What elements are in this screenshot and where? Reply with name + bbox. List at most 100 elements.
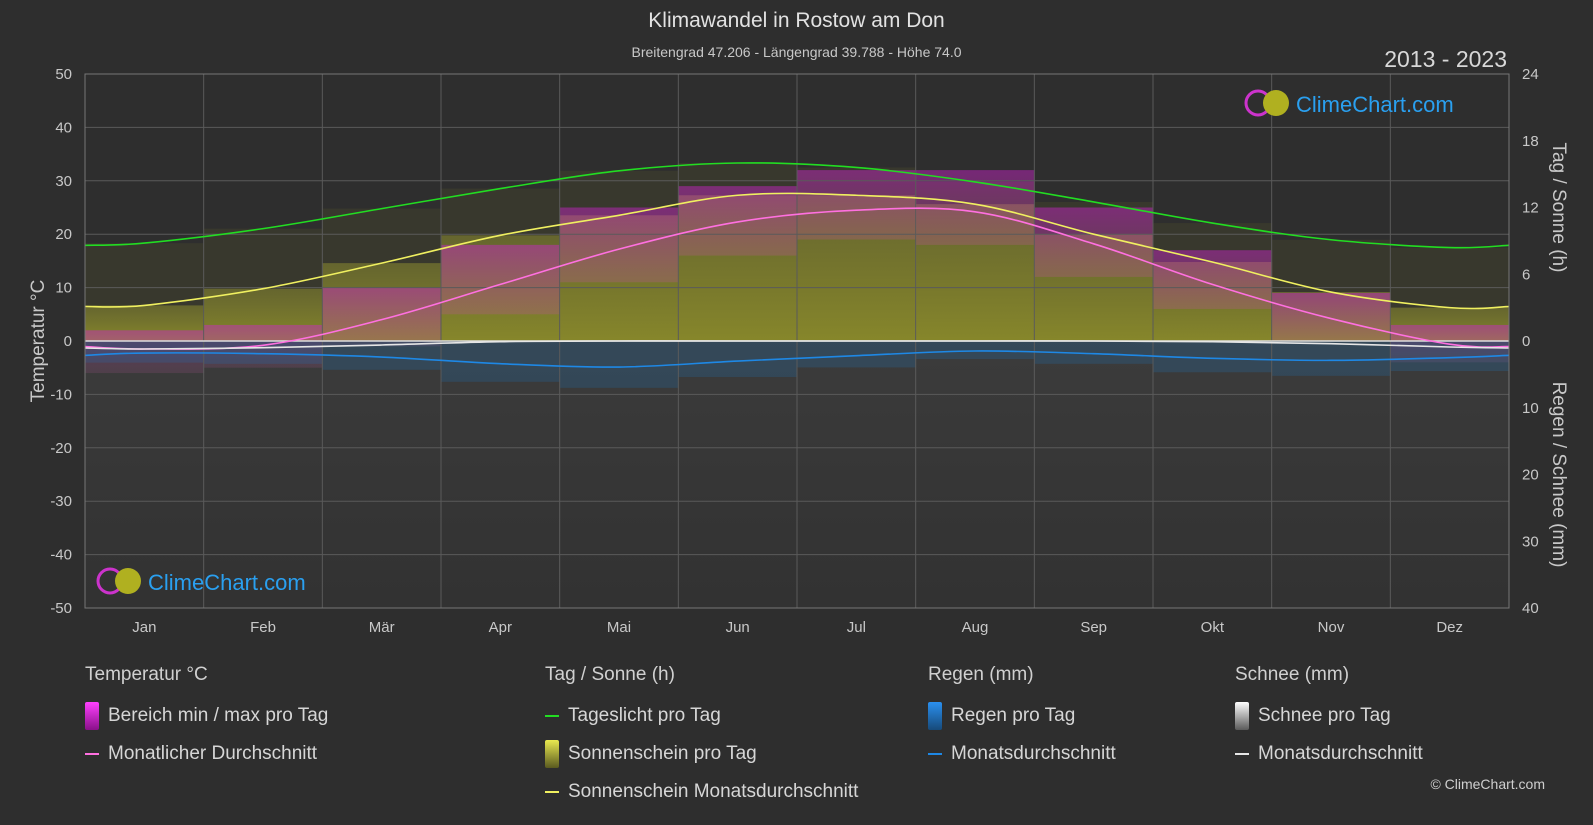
legend-label: Sonnenschein pro Tag [568, 743, 757, 764]
y-tick-label-right-precip: 20 [1522, 467, 1539, 484]
snow-swatch [1235, 702, 1249, 730]
legend-snow-header: Schnee (mm) [1235, 664, 1350, 685]
y-tick-label-right-precip: 30 [1522, 533, 1539, 550]
legend-daylight: Tageslicht pro Tag [545, 703, 858, 729]
x-tick-label: Aug [962, 619, 989, 636]
rain-swatch [928, 702, 942, 730]
x-tick-label: Dez [1436, 619, 1463, 636]
y-tick-label-left: 20 [55, 226, 72, 243]
chart-title: Klimawandel in Rostow am Don [648, 9, 945, 32]
y-tick-label-right-hours: 6 [1522, 266, 1530, 283]
rain-area-Aug [915, 341, 1035, 360]
y-axis-label-right-bottom: Regen / Schnee (mm) [1548, 382, 1569, 568]
temp-range-Mai [559, 207, 679, 283]
x-tick-label: Feb [250, 619, 276, 636]
precip-area-Jun [678, 341, 798, 608]
temp-range-swatch [85, 702, 99, 730]
y-axis-label-right-top: Tag / Sonne (h) [1548, 143, 1569, 273]
legend-label: Tageslicht pro Tag [568, 705, 721, 726]
x-tick-label: Jan [132, 619, 156, 636]
y-axis-label-left: Temperatur °C [28, 280, 49, 403]
logo-text: ClimeChart.com [148, 570, 306, 595]
x-tick-label: Okt [1201, 619, 1225, 636]
temp-range-Okt [1153, 250, 1273, 309]
rain-area-Nov [1271, 341, 1391, 376]
x-tick-label: Apr [489, 619, 512, 636]
x-tick-label: Sep [1080, 619, 1107, 636]
plot-border [84, 73, 1510, 609]
legend-rain: Regen (mm) Regen pro Tag Monatsdurchschn… [928, 664, 1116, 779]
legend-snow-avg: Monatsdurchschnitt [1235, 741, 1423, 767]
logo-top: ClimeChart.com [1244, 89, 1454, 117]
legend-label: Sonnenschein Monatsdurchschnitt [568, 781, 859, 802]
x-tick-label: Jul [847, 619, 866, 636]
rain-area-Mai [559, 341, 679, 388]
legend-snow: Schnee (mm) Schnee pro Tag Monatsdurchsc… [1235, 664, 1423, 779]
sunshine-avg-line [85, 192, 1509, 310]
y-tick-label-right-hours: 0 [1522, 333, 1530, 350]
legend-rain-avg: Monatsdurchschnitt [928, 741, 1116, 767]
y-tick-label-left: 30 [55, 173, 72, 190]
legend-temperature: Temperatur °C Bereich min / max pro Tag … [85, 664, 328, 779]
precip-area-Mai [559, 341, 679, 608]
precip-area-Apr [441, 341, 561, 608]
precip-area-Sep [1034, 341, 1154, 608]
temp-avg-line [85, 207, 1509, 350]
legend-snow-per-day: Schnee pro Tag [1235, 702, 1423, 730]
x-tick-label: Mai [607, 619, 631, 636]
rain-avg-line-swatch [928, 753, 942, 755]
y-tick-label-left: -30 [50, 493, 72, 510]
y-tick-label-left: 40 [55, 119, 72, 136]
y-tick-label-left: -10 [50, 386, 72, 403]
x-tick-label: Jun [726, 619, 750, 636]
temp-range-Nov [1271, 292, 1391, 341]
precip-area-Okt [1153, 341, 1273, 608]
x-tick-label: Mär [369, 619, 395, 636]
year-range: 2013 - 2023 [1384, 46, 1507, 72]
legend-label: Monatsdurchschnitt [1258, 743, 1423, 764]
sunshine-swatch [545, 740, 559, 768]
legend-temp-header: Temperatur °C [85, 664, 208, 685]
x-tick-label: Nov [1318, 619, 1345, 636]
snow-avg-line [85, 340, 1509, 350]
chart-subtitle: Breitengrad 47.206 - Längengrad 39.788 -… [631, 44, 962, 60]
precip-area-Nov [1271, 341, 1391, 608]
legend-label: Schnee pro Tag [1258, 705, 1391, 726]
precip-area-Dez [1390, 341, 1509, 608]
legend-temp-avg: Monatlicher Durchschnitt [85, 741, 328, 767]
y-tick-label-left: 50 [55, 66, 72, 83]
y-tick-label-left: 0 [64, 333, 72, 350]
logo-text: ClimeChart.com [1296, 92, 1454, 117]
daylight-line-swatch [545, 715, 559, 717]
precip-area-Aug [915, 341, 1035, 608]
legend-label: Monatlicher Durchschnitt [108, 743, 318, 764]
temp-range-Jun [678, 186, 798, 256]
precip-area-Jul [797, 341, 917, 608]
y-tick-label-right-precip: 10 [1522, 400, 1539, 417]
legend-rain-header: Regen (mm) [928, 664, 1034, 685]
y-tick-label-left: -40 [50, 547, 72, 564]
rain-area-Jan [85, 341, 205, 363]
temp-avg-line-swatch [85, 753, 99, 755]
y-tick-label-right-hours: 24 [1522, 66, 1539, 83]
legend-sun: Tag / Sonne (h) Tageslicht pro Tag Sonne… [545, 664, 858, 817]
copyright: © ClimeChart.com [1430, 776, 1545, 792]
sun-avg-line-swatch [545, 791, 559, 793]
rain-area-Sep [1034, 341, 1154, 364]
precip-area-Feb [203, 341, 323, 608]
y-tick-label-left: 10 [55, 280, 72, 297]
legend-label: Bereich min / max pro Tag [108, 705, 329, 726]
y-tick-label-right-precip: 40 [1522, 600, 1539, 617]
temp-range-Jul [797, 170, 917, 240]
legend-sun-avg: Sonnenschein Monatsdurchschnitt [545, 779, 858, 805]
legend-sunshine: Sonnenschein pro Tag [545, 740, 858, 768]
temp-range-Apr [441, 244, 561, 315]
rain-avg-line [85, 350, 1509, 368]
temp-range-Mär [322, 287, 442, 347]
y-tick-label-left: -20 [50, 440, 72, 457]
snow-avg-line-swatch [1235, 753, 1249, 755]
precip-area-Mär [322, 341, 442, 608]
legend-rain-per-day: Regen pro Tag [928, 702, 1116, 730]
legend-label: Regen pro Tag [951, 705, 1076, 726]
